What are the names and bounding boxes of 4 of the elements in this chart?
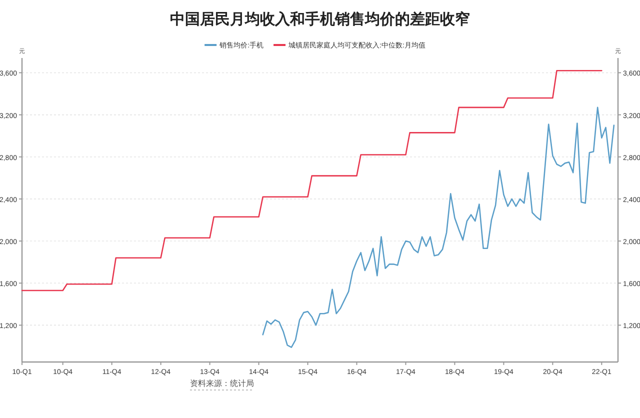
line-series: [21, 70, 602, 292]
text: 资料来源：统计局: [190, 379, 254, 388]
chart-title: 中国居民月均收入和手机销售均价的差距收窄: [170, 10, 470, 28]
line-series: [262, 106, 615, 348]
